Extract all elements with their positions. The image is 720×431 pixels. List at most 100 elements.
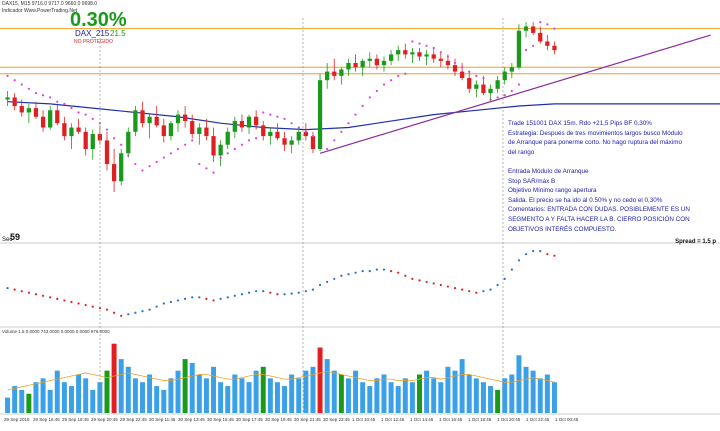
candle-body — [317, 80, 323, 149]
candle-body — [261, 125, 266, 137]
oscillator-dot — [475, 291, 478, 294]
candle-body — [26, 108, 31, 113]
chart-symbol-info: DAX15, M15 9716.0 9717.0 9660.0 9698.0 — [2, 1, 98, 7]
note-line: Estrategia: Después de tres movimientos … — [508, 129, 683, 137]
candle-body — [62, 123, 67, 137]
x-tick-label: 1 Oct 20:45 — [497, 417, 521, 422]
sar-dot — [63, 102, 66, 105]
candle-body — [388, 54, 394, 61]
volume-bar — [530, 370, 536, 413]
sar-dot — [226, 152, 229, 155]
sar-dot — [553, 27, 556, 30]
oscillator-dot — [98, 307, 101, 310]
oscillator-dot — [340, 274, 343, 277]
sar-dot — [6, 74, 9, 77]
candle-body — [83, 131, 88, 149]
oscillator-dot — [397, 271, 400, 274]
volume-bar — [438, 382, 444, 413]
candle-body — [239, 121, 245, 128]
oscillator-dot — [63, 299, 66, 302]
note-line: del rango — [508, 148, 535, 156]
volume-bar — [83, 378, 89, 413]
note-line: SEGMENTO A Y FALTA HACER LA B. CIERRO PO… — [508, 216, 690, 223]
oscillator-dot — [127, 313, 130, 316]
note-line: OBJETIVOS INTERÉS COMPUESTO. — [508, 225, 617, 233]
candle-body — [325, 71, 330, 81]
sar-dot — [34, 92, 38, 95]
volume-bar — [203, 378, 209, 413]
oscillator-dot — [155, 305, 158, 308]
result-percent: 0.30% — [70, 9, 127, 31]
oscillator-dot — [382, 268, 386, 271]
candle-body — [133, 110, 138, 132]
account-label: DAX_215 — [75, 29, 110, 38]
volume-bar — [253, 370, 259, 413]
x-tick-label: 30 Sep 21:45 — [294, 417, 321, 422]
sar-dot — [439, 51, 442, 54]
candle-body — [424, 54, 429, 57]
volume-bar — [168, 378, 174, 413]
sar-dot — [461, 66, 464, 69]
volume-bar — [544, 374, 550, 413]
x-tick-label: 29 Sep 16:45 — [33, 417, 60, 422]
candle-body — [90, 133, 95, 149]
sar-dot — [389, 79, 393, 82]
sar-dot — [240, 143, 244, 146]
volume-bar — [111, 343, 117, 413]
volume-bar — [402, 378, 408, 413]
oscillator-dot — [468, 290, 471, 293]
oscillator-dot — [290, 292, 293, 295]
sar-dot — [269, 113, 272, 116]
spread-label: Spread = 1.5 p — [675, 239, 716, 245]
oscillator-dot — [56, 297, 59, 300]
volume-bar — [409, 382, 415, 413]
sar-dot — [489, 98, 492, 101]
candle-body — [76, 127, 81, 132]
oscillator-dot — [432, 282, 435, 285]
oscillator-dot — [212, 299, 215, 302]
volume-bar — [395, 386, 401, 413]
volume-bar — [303, 370, 309, 413]
candle-body — [140, 110, 145, 124]
candle-body — [381, 60, 387, 66]
candle-body — [403, 50, 408, 55]
sar-dot — [475, 74, 478, 77]
x-tick-label: 1 Oct 18:45 — [468, 417, 492, 422]
sar-dot — [41, 94, 45, 97]
volume-bar — [211, 366, 217, 413]
candle-body — [48, 110, 53, 128]
volume-bar — [445, 366, 451, 413]
oscillator-dot — [41, 294, 45, 297]
volume-bar — [225, 386, 231, 413]
candle-body — [147, 116, 152, 124]
sar-dot — [255, 137, 258, 140]
sar-dot — [155, 160, 158, 163]
candle-body — [339, 69, 344, 76]
candle-body — [502, 71, 507, 81]
volume-bar — [239, 378, 245, 413]
volume-bar — [196, 374, 202, 413]
sar-dot — [112, 137, 116, 140]
candle-body — [538, 32, 543, 42]
candle-body — [40, 116, 46, 128]
oscillator-dot — [482, 290, 485, 293]
x-tick-label: 1 Oct 16:45 — [439, 417, 463, 422]
oscillator-dot — [6, 286, 9, 290]
sar-dot — [127, 154, 130, 157]
volume-bar — [331, 370, 337, 413]
x-tick-label: 30 Sep 15:45 — [207, 417, 234, 422]
sar-dot — [297, 126, 300, 129]
sar-dot — [84, 113, 87, 116]
candle-body — [254, 116, 259, 126]
candle-body — [175, 114, 181, 124]
volume-bar — [232, 374, 238, 413]
volume-bar — [310, 366, 316, 413]
candle-body — [488, 88, 493, 94]
candle-body — [119, 153, 124, 182]
oscillator-dot — [219, 297, 222, 300]
volume-bar — [68, 386, 74, 413]
sar-dot — [233, 147, 236, 151]
sar-dot — [148, 165, 151, 168]
candle-body — [197, 127, 202, 134]
oscillator-dot — [134, 311, 137, 314]
